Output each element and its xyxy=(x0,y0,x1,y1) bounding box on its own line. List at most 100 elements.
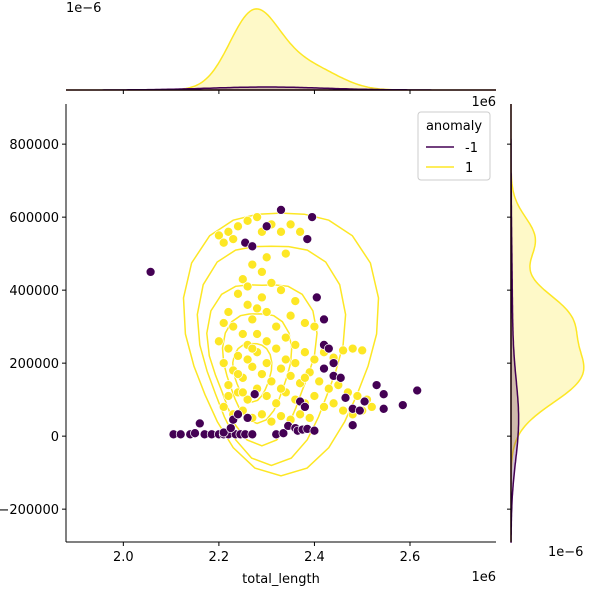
scatter-point xyxy=(218,237,229,248)
scatter-point xyxy=(242,281,253,292)
scatter-point xyxy=(285,219,296,230)
top-marginal-exponent-label: 1e−6 xyxy=(66,1,101,16)
scatter-point xyxy=(280,354,291,365)
scatter-point xyxy=(233,288,243,299)
right-marginal-ticks xyxy=(507,143,511,510)
scatter-point xyxy=(304,413,315,423)
scatter-point xyxy=(335,372,346,383)
scatter-point xyxy=(242,413,253,423)
scatter-point xyxy=(223,226,234,237)
legend-box xyxy=(417,111,491,181)
scatter-point xyxy=(261,336,272,347)
scatter-point xyxy=(228,234,239,244)
scatter-point xyxy=(359,396,370,407)
scatter-point xyxy=(266,376,277,387)
scatter-point xyxy=(218,318,229,328)
scatter-point xyxy=(247,314,258,325)
scatter-point xyxy=(257,267,267,277)
scatter-point xyxy=(223,343,234,354)
legend-label-neg1: -1 xyxy=(465,141,478,156)
scatter-point xyxy=(378,403,389,414)
scatter-point xyxy=(214,336,224,347)
y-tick-label: 200000 xyxy=(9,357,59,372)
scatter-point xyxy=(271,398,282,409)
scatter-point xyxy=(280,248,291,259)
x-axis-label: total_length xyxy=(242,572,320,587)
scatter-point xyxy=(218,427,229,438)
x-axis-exponent-label: 1e6 xyxy=(471,570,496,585)
scatter-point xyxy=(214,230,224,241)
kde-contour xyxy=(196,245,347,467)
scatter-point xyxy=(323,343,334,354)
scatter-point xyxy=(218,358,229,368)
scatter-point xyxy=(266,278,277,288)
scatter-point xyxy=(257,409,267,420)
scatter-point xyxy=(175,429,186,440)
scatter-point xyxy=(295,226,305,237)
scatter-point xyxy=(242,299,253,310)
scatter-point xyxy=(278,428,289,439)
scatter-point xyxy=(247,259,258,270)
scatter-point xyxy=(328,358,339,368)
scatter-point xyxy=(378,389,389,400)
scatter-point xyxy=(237,387,248,398)
scatter-point xyxy=(309,354,320,365)
scatter-point xyxy=(233,351,243,361)
scatter-point xyxy=(319,402,329,412)
scatter-point xyxy=(276,383,286,394)
scatter-point xyxy=(328,398,339,409)
scatter-point xyxy=(276,226,286,237)
top-marginal-density-series-1 xyxy=(66,8,496,91)
y-tick-label: −200000 xyxy=(0,503,59,518)
y-axis-exponent-label: 1e6 xyxy=(471,95,496,110)
scatter-point xyxy=(252,329,262,339)
y-tick-label: 800000 xyxy=(9,138,59,153)
legend: anomaly -1 1 xyxy=(417,111,491,181)
scatter-point xyxy=(412,385,423,396)
scatter-point xyxy=(276,411,286,421)
scatter-point xyxy=(290,296,301,306)
scatter-point xyxy=(290,340,301,350)
scatter-point xyxy=(266,416,277,427)
scatter-point xyxy=(276,205,286,215)
scatter-point xyxy=(261,252,272,263)
scatter-point xyxy=(261,358,272,368)
y-tick-label: 600000 xyxy=(9,211,59,226)
scatter-point xyxy=(223,307,234,317)
scatter-point xyxy=(280,332,291,343)
scatter-point xyxy=(340,392,351,403)
scatter-point xyxy=(237,329,248,339)
scatter-point xyxy=(194,418,205,429)
scatter-point xyxy=(252,303,262,314)
scatter-point xyxy=(347,343,358,354)
scatter-point xyxy=(352,391,363,401)
scatter-point xyxy=(242,215,253,226)
scatter-point xyxy=(252,212,262,222)
scatter-point xyxy=(338,405,348,416)
scatter-point xyxy=(302,234,313,244)
scatter-point xyxy=(242,394,253,405)
scatter-point xyxy=(228,321,239,332)
x-tick-label: 2.4 xyxy=(304,550,325,565)
y-axis-ticks: −200000 0 200000 400000 600000 800000 xyxy=(0,138,66,518)
scatter-point xyxy=(285,371,296,381)
scatter-point xyxy=(309,425,320,436)
scatter-point xyxy=(285,310,296,321)
scatter-point xyxy=(249,389,260,400)
scatter-point xyxy=(233,409,243,420)
scatter-point xyxy=(247,429,258,440)
scatter-point xyxy=(300,372,310,383)
scatter-point xyxy=(257,292,267,303)
scatter-point xyxy=(300,402,310,412)
scatter-point xyxy=(190,428,200,439)
scatter-point xyxy=(225,423,236,433)
scatter-point xyxy=(323,383,334,394)
scatter-points xyxy=(145,205,423,440)
scatter-point xyxy=(357,345,368,356)
scatter-point xyxy=(314,376,325,387)
scatter-point xyxy=(295,409,305,420)
scatter-point xyxy=(307,212,317,222)
x-tick-label: 2.0 xyxy=(113,550,134,565)
